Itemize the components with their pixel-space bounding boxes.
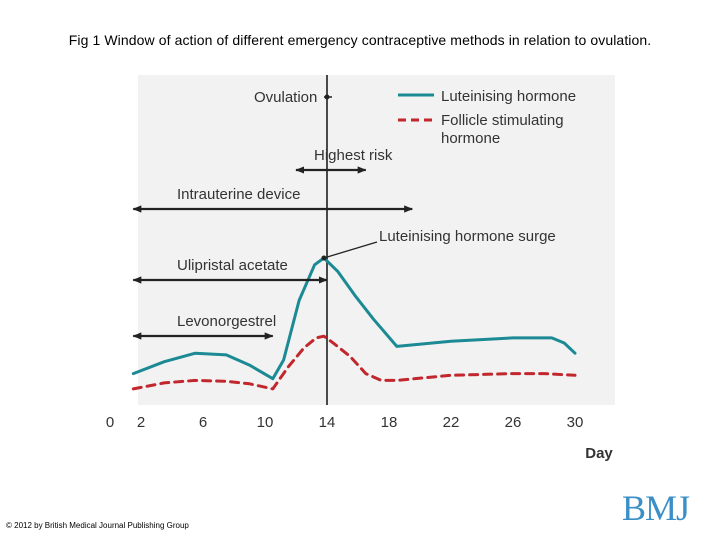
legend-label-lh: Luteinising hormone <box>441 88 576 105</box>
x-tick-label: 0 <box>106 414 114 431</box>
legend-label-fsh: Follicle stimulating hormone <box>441 112 564 147</box>
surge-label: Luteinising hormone surge <box>379 228 556 245</box>
x-tick-label: 2 <box>137 414 145 431</box>
copyright-notice: © 2012 by British Medical Journal Publis… <box>6 521 189 530</box>
plot-background <box>138 75 615 405</box>
x-tick-label: 30 <box>567 414 584 431</box>
x-tick-label: 18 <box>381 414 398 431</box>
x-tick-label: 6 <box>199 414 207 431</box>
window-label-levonorgestrel: Levonorgestrel <box>177 313 276 330</box>
surge-pointer <box>323 241 378 259</box>
x-tick-label: 22 <box>443 414 460 431</box>
bmj-logo: BMJ <box>622 484 692 532</box>
slide-title: Fig 1 Window of action of different emer… <box>68 32 652 48</box>
x-tick-label: 14 <box>319 414 336 431</box>
bmj-logo-text: BMJ <box>622 488 690 528</box>
x-tick-label: 10 <box>257 414 274 431</box>
ovulation-label: Ovulation <box>254 89 317 106</box>
x-tick-label: 26 <box>505 414 522 431</box>
window-label-intrauterine-device: Intrauterine device <box>177 186 300 203</box>
window-label-ulipristal-acetate: Ulipristal acetate <box>177 257 288 274</box>
ovulation-dot <box>324 94 330 100</box>
window-label-highest-risk: Highest risk <box>314 147 393 164</box>
series-line-fsh <box>131 334 577 391</box>
x-axis-label: Day <box>585 445 613 462</box>
